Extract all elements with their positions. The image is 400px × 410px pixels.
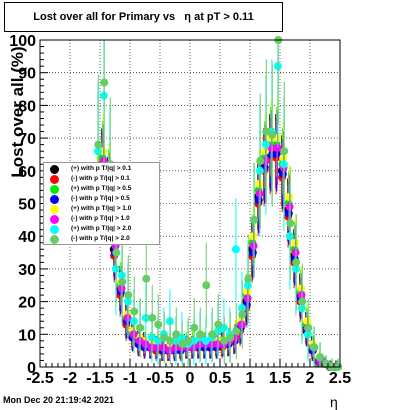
x-tick-label: 1.5 xyxy=(269,370,291,387)
legend-label: (+) with p T/|q| > 0.1 xyxy=(71,165,132,172)
x-tick-label: 2 xyxy=(306,370,315,387)
x-tick-label: 0 xyxy=(186,370,195,387)
data-point xyxy=(256,156,265,165)
data-point xyxy=(273,143,282,152)
data-point xyxy=(142,274,151,283)
legend-marker xyxy=(50,205,59,214)
x-tick-label: 2.5 xyxy=(329,370,351,387)
data-point xyxy=(304,323,313,332)
legend-label: (-) with p T/|q| > 2.0 xyxy=(71,235,130,242)
data-point xyxy=(100,78,109,87)
data-point xyxy=(136,323,145,332)
data-point xyxy=(208,330,217,339)
y-tick-label: 100 xyxy=(9,33,36,50)
legend-marker xyxy=(50,235,59,244)
data-point xyxy=(268,130,277,139)
x-tick-label: 0.5 xyxy=(209,370,231,387)
data-point xyxy=(262,127,271,136)
data-point xyxy=(310,343,319,352)
legend-entry: (+) with p T/|q| > 2.0 xyxy=(44,224,161,234)
data-point xyxy=(124,291,133,300)
x-tick-label: -1.5 xyxy=(86,370,114,387)
y-tick-label: 40 xyxy=(18,229,36,246)
legend-entry: (-) with p T/|q| > 1.0 xyxy=(44,214,161,224)
y-tick-label: 0 xyxy=(27,360,36,377)
x-tick-label: -2.5 xyxy=(26,370,54,387)
data-point xyxy=(316,353,325,362)
data-point xyxy=(214,320,223,329)
data-point xyxy=(202,281,211,290)
data-point xyxy=(292,258,301,267)
data-point xyxy=(232,327,241,336)
chart-title: Lost over all for Primary vs η at pT > 0… xyxy=(33,11,254,23)
data-point xyxy=(286,219,295,228)
y-tick-label: 20 xyxy=(18,295,36,312)
legend-entry: (-) with p T/|q| > 0.1 xyxy=(44,174,161,184)
data-point xyxy=(280,147,289,156)
legend-label: (+) with p T/|q| > 1.0 xyxy=(71,205,132,212)
y-tick-label: 30 xyxy=(18,262,36,279)
legend-label: (+) with p T/|q| > 0.5 xyxy=(71,185,132,192)
legend-marker xyxy=(50,165,59,174)
y-tick-label: 70 xyxy=(18,131,36,148)
data-point xyxy=(226,333,235,342)
x-tick-label: -1 xyxy=(123,370,137,387)
data-point xyxy=(220,336,229,345)
legend-marker xyxy=(50,215,59,224)
data-point xyxy=(178,340,187,349)
data-point xyxy=(244,274,253,283)
data-point xyxy=(196,330,205,339)
data-point xyxy=(201,336,210,345)
x-axis-label: η xyxy=(330,394,338,410)
y-tick-label: 10 xyxy=(18,327,36,344)
y-axis-label: Lost over all (%) xyxy=(8,46,27,178)
data-point xyxy=(184,336,193,345)
data-point xyxy=(250,215,259,224)
legend-entry: (-) with p T/|q| > 0.5 xyxy=(44,194,161,204)
legend-marker xyxy=(50,225,59,234)
data-point xyxy=(112,248,121,257)
data-point xyxy=(298,297,307,306)
y-tick-label: 60 xyxy=(18,164,36,181)
data-point xyxy=(118,277,127,286)
data-point xyxy=(160,333,169,342)
timestamp-footer: Mon Dec 20 21:19:42 2021 xyxy=(3,395,115,405)
data-point xyxy=(130,307,139,316)
legend-entry: (+) with p T/|q| > 0.1 xyxy=(44,164,161,174)
data-point xyxy=(190,323,199,332)
data-point xyxy=(231,245,240,254)
legend-entry: (-) with p T/|q| > 2.0 xyxy=(44,234,161,244)
legend-label: (-) with p T/|q| > 0.1 xyxy=(71,175,130,182)
legend-entry: (+) with p T/|q| > 1.0 xyxy=(44,204,161,214)
x-tick-label: -0.5 xyxy=(146,370,174,387)
x-tick-label: -2 xyxy=(63,370,77,387)
legend-label: (-) with p T/|q| > 1.0 xyxy=(71,215,130,222)
data-point xyxy=(238,310,247,319)
data-point xyxy=(154,320,163,329)
y-tick-label: 50 xyxy=(18,197,36,214)
legend: (+) with p T/|q| > 0.1 (-) with p T/|q| … xyxy=(43,162,160,245)
data-point xyxy=(166,336,175,345)
chart-title-box: Lost over all for Primary vs η at pT > 0… xyxy=(4,2,283,32)
data-point xyxy=(94,140,103,149)
data-point xyxy=(172,330,181,339)
legend-label: (+) with p T/|q| > 2.0 xyxy=(71,225,132,232)
legend-marker xyxy=(50,195,59,204)
data-point xyxy=(148,313,157,322)
y-tick-label: 80 xyxy=(18,98,36,115)
legend-marker xyxy=(50,185,59,194)
y-tick-label: 90 xyxy=(18,66,36,83)
legend-entry: (+) with p T/|q| > 0.5 xyxy=(44,184,161,194)
x-tick-label: 1 xyxy=(246,370,255,387)
legend-marker xyxy=(50,175,59,184)
legend-label: (-) with p T/|q| > 0.5 xyxy=(71,195,130,202)
